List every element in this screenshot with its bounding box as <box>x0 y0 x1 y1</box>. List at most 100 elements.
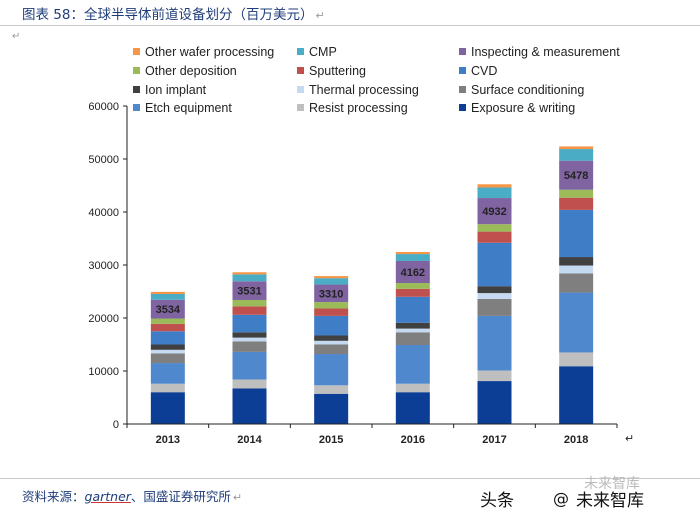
bar-segment-other-deposition-2015 <box>314 302 349 309</box>
legend-label-ion-implant: Ion implant <box>145 83 207 97</box>
watermark: 未来智库 头条 @ 未来智库 <box>480 476 690 514</box>
bar-segment-cvd-2013 <box>150 331 185 345</box>
legend-label-cmp: CMP <box>309 45 337 59</box>
bar-segment-etch-equipment-2018 <box>559 292 594 353</box>
bar-segment-ion-implant-2014 <box>232 332 267 338</box>
legend-swatch-exposure-and-writing <box>459 104 466 111</box>
legend-label-cvd: CVD <box>471 64 497 78</box>
watermark-brand: 未来智库 <box>576 491 644 511</box>
data-label-2017: 4932 <box>482 206 506 218</box>
legend-label-sputtering: Sputtering <box>309 64 366 78</box>
data-label-2015: 3310 <box>319 288 343 300</box>
y-tick-label: 10000 <box>88 366 119 378</box>
bar-segment-resist-processing-2018 <box>559 352 594 367</box>
bar-segment-other-deposition-2014 <box>232 299 267 307</box>
paragraph-mark: ↵ <box>12 31 21 42</box>
bar-segment-thermal-processing-2013 <box>150 349 185 354</box>
figure-header: 图表 58：全球半导体前道设备划分（百万美元） ↵ <box>0 0 700 26</box>
x-axis: 2013 2014 2015 2016 2017 2018 ↵ <box>126 423 634 446</box>
bar-segment-exposure-and-writing-2013 <box>150 392 185 424</box>
chart-legend: Other wafer processing CMP Inspecting & me… <box>133 45 620 115</box>
bar-segment-etch-equipment-2015 <box>314 354 349 386</box>
legend-swatch-sputtering <box>297 67 304 74</box>
bar-segment-ion-implant-2016 <box>395 322 430 329</box>
bar-segment-ion-implant-2013 <box>150 344 185 350</box>
data-label-2014: 3531 <box>237 286 261 298</box>
bar-segment-thermal-processing-2014 <box>232 337 267 342</box>
bar-segment-resist-processing-2017 <box>477 370 512 382</box>
legend-label-exposure-and-writing: Exposure & writing <box>471 101 575 115</box>
bar-segment-cvd-2015 <box>314 315 349 336</box>
axis-return-mark: ↵ <box>625 433 634 445</box>
bar-segment-cvd-2016 <box>395 296 430 323</box>
watermark-toutiao: 头条 <box>480 491 514 511</box>
bar-segment-surface-conditioning-2018 <box>559 273 594 293</box>
legend-swatch-other-deposition <box>133 67 140 74</box>
bar-segment-surface-conditioning-2016 <box>395 332 430 346</box>
bar-segment-resist-processing-2015 <box>314 385 349 394</box>
bar-segment-other-deposition-2017 <box>477 224 512 232</box>
bar-segment-inspecting-and-measurement-2014 <box>232 281 267 300</box>
bar-segment-thermal-processing-2018 <box>559 265 594 274</box>
bar-segment-ion-implant-2018 <box>559 257 594 266</box>
bar-segment-etch-equipment-2014 <box>232 351 267 380</box>
data-label-2018: 5478 <box>564 170 588 182</box>
bar-segment-cvd-2017 <box>477 242 512 287</box>
legend-label-etch-equipment: Etch equipment <box>145 101 232 115</box>
bar-segment-cmp-2014 <box>232 274 267 282</box>
source-prefix: 资料来源： <box>22 489 85 504</box>
bar-segment-surface-conditioning-2014 <box>232 341 267 352</box>
bar-segment-cmp-2016 <box>395 254 430 261</box>
bar-segment-sputtering-2015 <box>314 308 349 316</box>
x-tick-label-2013: 2013 <box>156 434 180 446</box>
data-label-2013: 3534 <box>156 304 181 316</box>
legend-swatch-surface-conditioning <box>459 86 466 93</box>
bar-segment-cmp-2018 <box>559 149 594 161</box>
y-tick-label: 30000 <box>88 260 119 272</box>
legend-label-other-deposition: Other deposition <box>145 64 237 78</box>
legend-swatch-other-wafer-processing <box>133 48 140 55</box>
bar-segment-ion-implant-2015 <box>314 335 349 341</box>
bar-segment-cmp-2013 <box>150 293 185 300</box>
y-tick-label: 50000 <box>88 154 119 166</box>
bar-segment-surface-conditioning-2017 <box>477 298 512 316</box>
data-label-2016: 4162 <box>401 267 425 279</box>
y-tick-label: 40000 <box>88 207 119 219</box>
bar-segment-inspecting-and-measurement-2018 <box>559 160 594 190</box>
bar-segment-other-wafer-processing-2014 <box>232 272 267 275</box>
bar-segment-cvd-2018 <box>559 209 594 258</box>
bar-segment-thermal-processing-2015 <box>314 340 349 345</box>
bar-segment-sputtering-2013 <box>150 323 185 332</box>
source-suffix: 、国盛证券研究所 <box>130 489 231 504</box>
return-mark: ↵ <box>315 9 325 22</box>
bar-segment-etch-equipment-2013 <box>150 363 185 384</box>
bar-segment-exposure-and-writing-2017 <box>477 381 512 424</box>
legend-swatch-ion-implant <box>133 86 140 93</box>
source-link[interactable]: gartner <box>84 489 131 504</box>
legend-label-other-wafer-processing: Other wafer processing <box>145 45 274 59</box>
bar-segment-ion-implant-2017 <box>477 286 512 294</box>
legend-swatch-inspecting-and-measurement <box>459 48 466 55</box>
bar-segment-inspecting-and-measurement-2017 <box>477 198 512 225</box>
bar-segment-cmp-2015 <box>314 278 349 285</box>
legend-swatch-etch-equipment <box>133 104 140 111</box>
bar-segment-etch-equipment-2016 <box>395 345 430 384</box>
legend-label-thermal-processing: Thermal processing <box>309 83 419 97</box>
stacked-bar-chart: Other wafer processing CMP Inspecting & me… <box>88 45 634 446</box>
figure-title: 图表 58：全球半导体前道设备划分（百万美元） ↵ <box>22 3 325 23</box>
legend-label-resist-processing: Resist processing <box>309 101 408 115</box>
y-tick-label: 60000 <box>88 101 119 113</box>
bar-segment-surface-conditioning-2013 <box>150 353 185 364</box>
source-return-mark: ↵ <box>232 491 243 504</box>
bar-segment-sputtering-2016 <box>395 288 430 297</box>
bar-segment-other-deposition-2013 <box>150 318 185 324</box>
bar-segment-sputtering-2014 <box>232 306 267 315</box>
figure-title-text: 图表 58：全球半导体前道设备划分（百万美元） <box>22 7 314 23</box>
x-tick-label-2016: 2016 <box>401 434 425 446</box>
y-tick-label: 0 <box>113 419 119 431</box>
legend-swatch-thermal-processing <box>297 86 304 93</box>
bar-segment-cvd-2014 <box>232 314 267 333</box>
source-note: 资料来源：gartner、国盛证券研究所 ↵ <box>22 486 242 505</box>
bar-segment-resist-processing-2013 <box>150 383 185 393</box>
legend-label-inspecting-and-measurement: Inspecting & measurement <box>471 45 620 59</box>
